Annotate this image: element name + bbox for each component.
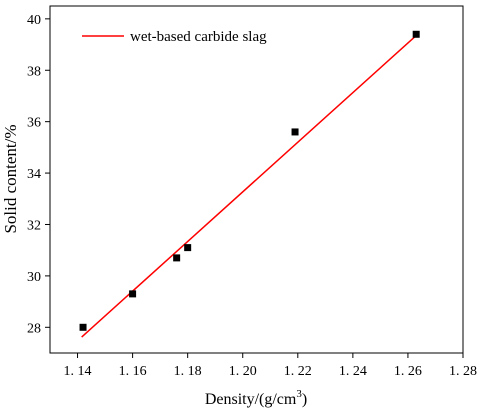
x-tick-label: 1. 18	[174, 364, 202, 379]
plot-frame	[49, 5, 464, 354]
x-tick-label: 1. 28	[449, 364, 477, 379]
x-tick-label: 1. 20	[229, 364, 257, 379]
x-axis-label: Density/(g/cm3)	[205, 388, 307, 408]
data-point	[184, 244, 192, 252]
data-points-layer	[79, 30, 420, 331]
data-point	[291, 128, 299, 136]
y-tick-label: 36	[27, 116, 41, 131]
data-point	[412, 30, 420, 38]
data-point	[129, 290, 137, 298]
y-tick-label: 28	[27, 321, 41, 336]
y-tick-label: 34	[27, 167, 41, 182]
x-tick-label: 1. 16	[119, 364, 147, 379]
y-tick-label: 32	[27, 218, 41, 233]
y-tick-label: 38	[27, 64, 41, 79]
y-tick-label: 30	[27, 270, 41, 285]
legend-label: wet-based carbide slag	[130, 29, 267, 45]
x-tick-label: 1. 26	[394, 364, 422, 379]
fit-line-layer	[81, 33, 419, 338]
x-tick-label: 1. 14	[64, 364, 92, 379]
x-tick-label: 1. 22	[284, 364, 312, 379]
x-tick-label: 1. 24	[339, 364, 367, 379]
data-point	[173, 254, 181, 262]
y-axis-ticks: 28 30 32 34 36 38 40	[27, 13, 50, 336]
y-axis-label: Solid content/%	[1, 124, 20, 233]
data-point	[79, 323, 87, 331]
legend: wet-based carbide slag	[82, 29, 267, 45]
x-axis-ticks: 1. 14 1. 16 1. 18 1. 20 1. 22 1. 24 1. 26 1. 28	[64, 353, 477, 379]
y-tick-label: 40	[27, 13, 41, 28]
fit-line	[81, 33, 419, 338]
